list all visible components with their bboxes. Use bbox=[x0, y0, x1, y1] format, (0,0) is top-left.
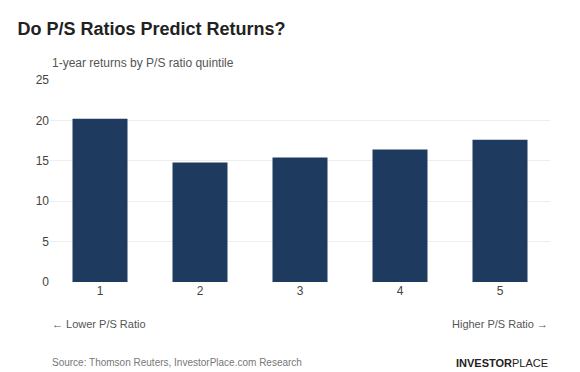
svg-text:Do P/S Ratios Predict Returns?: Do P/S Ratios Predict Returns? bbox=[17, 19, 285, 39]
svg-text:5: 5 bbox=[42, 235, 49, 249]
svg-text:25: 25 bbox=[36, 73, 50, 87]
svg-text:20: 20 bbox=[36, 114, 50, 128]
svg-text:3: 3 bbox=[297, 284, 304, 298]
svg-text:← Lower P/S Ratio: ← Lower P/S Ratio bbox=[52, 318, 146, 330]
svg-text:1-year returns by P/S ratio qu: 1-year returns by P/S ratio quintile bbox=[52, 56, 234, 70]
svg-text:Source: Thomson Reuters, Inves: Source: Thomson Reuters, InvestorPlace.c… bbox=[52, 357, 302, 368]
svg-text:4: 4 bbox=[397, 284, 404, 298]
svg-text:15: 15 bbox=[36, 154, 50, 168]
svg-text:10: 10 bbox=[36, 194, 50, 208]
svg-text:1: 1 bbox=[97, 284, 104, 298]
svg-text:2: 2 bbox=[197, 284, 204, 298]
svg-text:5: 5 bbox=[497, 284, 504, 298]
svg-text:INVESTORPLACE: INVESTORPLACE bbox=[456, 357, 548, 369]
svg-text:Higher P/S Ratio →: Higher P/S Ratio → bbox=[452, 318, 548, 330]
svg-text:0: 0 bbox=[42, 275, 49, 289]
